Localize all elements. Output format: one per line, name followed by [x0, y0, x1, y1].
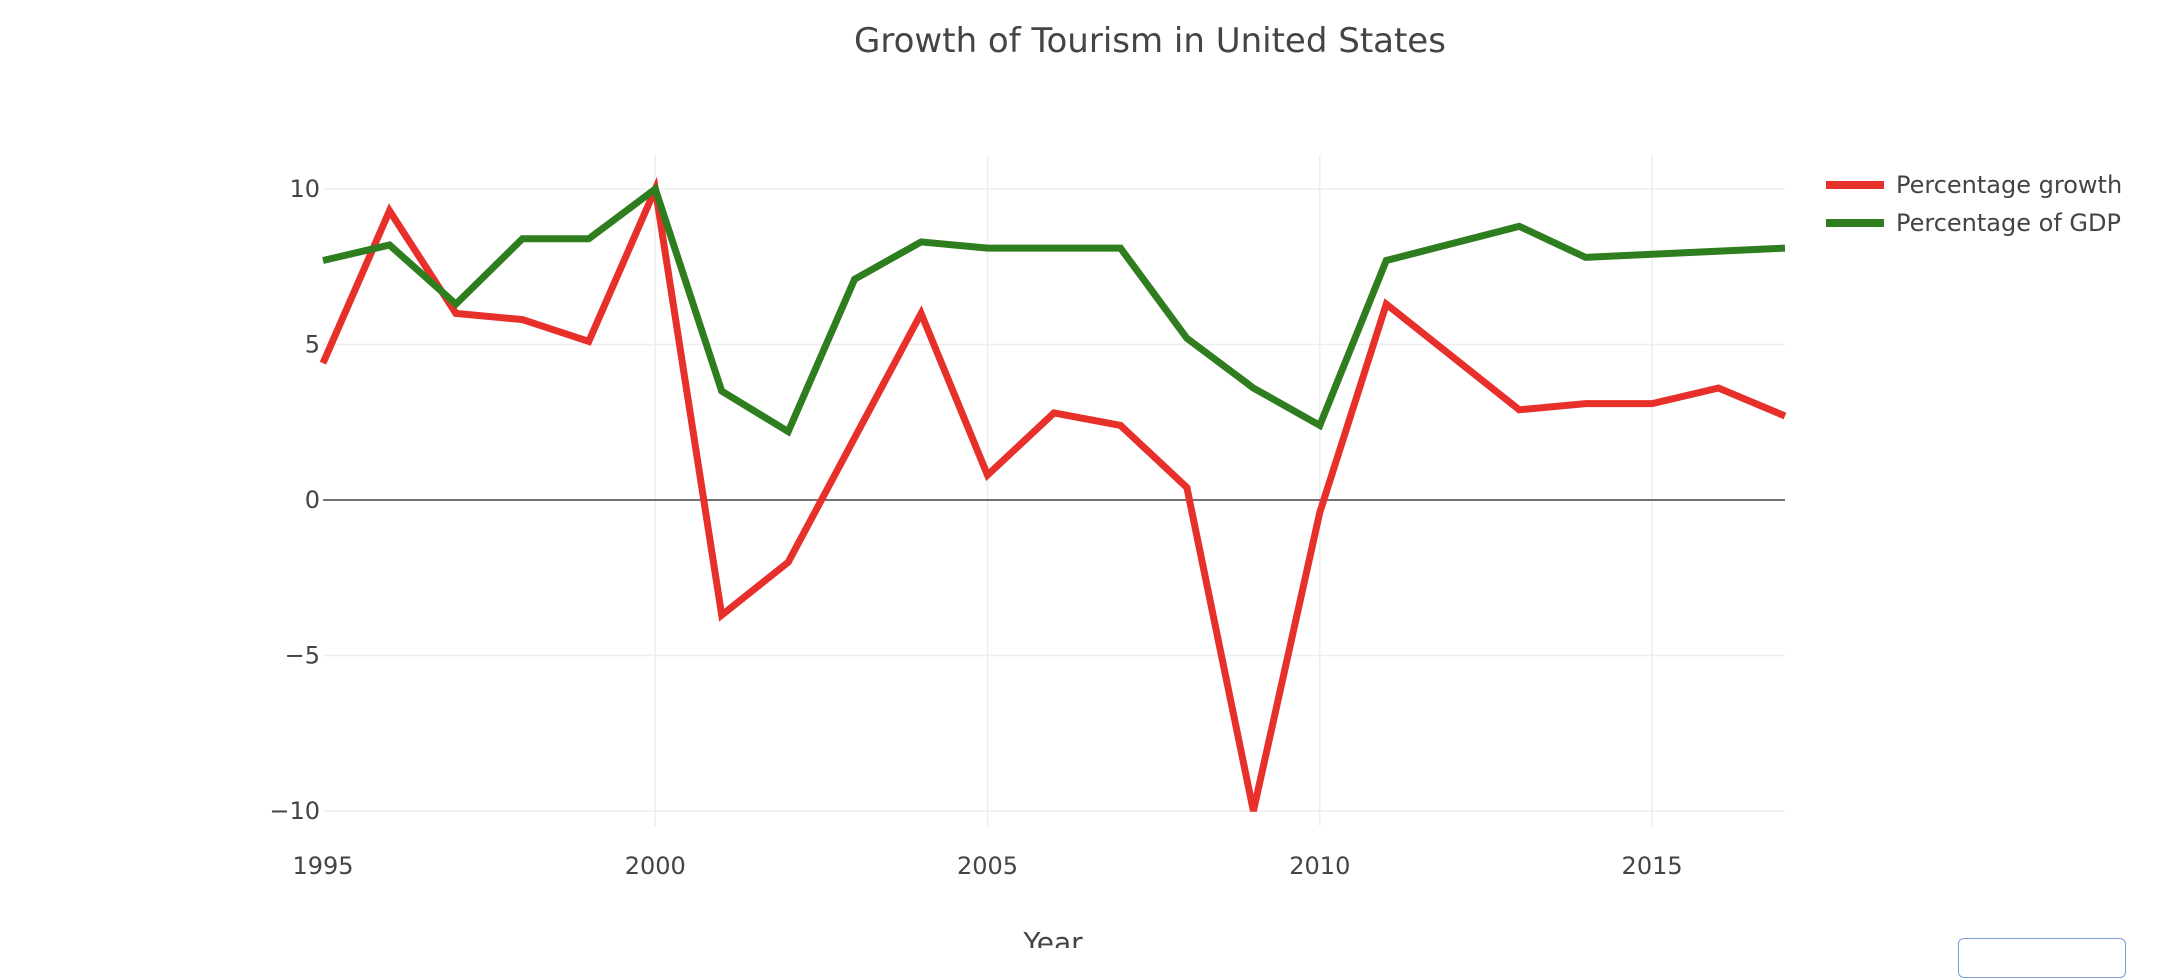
legend-label: Percentage growth: [1896, 171, 2122, 199]
y-tick-label: −10: [269, 797, 320, 825]
export-button[interactable]: [1958, 938, 2126, 978]
series-line-1: [319, 176, 1787, 812]
y-tick-label: −5: [285, 642, 320, 670]
legend[interactable]: Percentage growth Percentage of GDP: [1826, 171, 2122, 237]
legend-item[interactable]: Percentage of GDP: [1826, 209, 2121, 237]
y-tick-label: 0: [305, 486, 320, 514]
legend-item[interactable]: Percentage growth: [1826, 171, 2122, 199]
x-tick-label: 2010: [1289, 852, 1350, 880]
x-axis-ticks: 1995 2000 2005 2010 2015: [292, 852, 1682, 880]
series-lines: [319, 176, 1787, 812]
chart-title: Growth of Tourism in United States: [854, 21, 1446, 61]
x-tick-label: 1995: [292, 852, 353, 880]
x-tick-label: 2000: [625, 852, 686, 880]
line-chart: Growth of Tourism in United States 1995 2…: [269, 21, 2122, 948]
y-tick-label: 10: [289, 175, 320, 203]
y-axis-ticks: −10 −5 0 5 10: [269, 175, 320, 825]
grid: [323, 155, 1785, 826]
x-axis-title: Year: [1022, 926, 1083, 948]
legend-label: Percentage of GDP: [1896, 209, 2121, 237]
series-line-2: [322, 183, 1786, 437]
x-tick-label: 2005: [957, 852, 1018, 880]
y-tick-label: 5: [305, 331, 320, 359]
x-tick-label: 2015: [1622, 852, 1683, 880]
